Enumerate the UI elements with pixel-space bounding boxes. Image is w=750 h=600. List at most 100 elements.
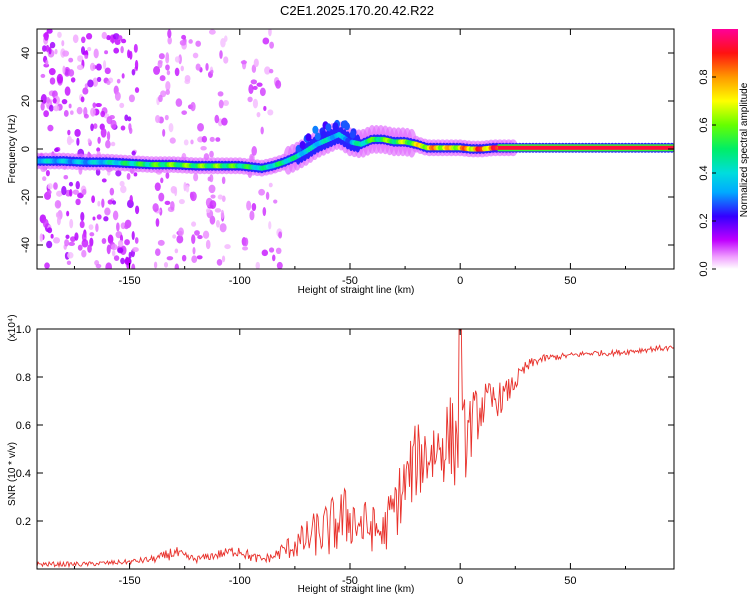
colorbar: 0.0 0.2 0.4 0.6 0.8 Normalized spectral ampl… — [698, 29, 750, 277]
spectrogram-noise-point — [192, 52, 199, 59]
spectrogram-noise-point — [224, 244, 231, 250]
spectrogram-noise-point — [54, 147, 59, 153]
spectrogram-noise-point — [155, 218, 160, 227]
spectrogram-noise-point — [159, 75, 166, 82]
spectrogram-noise-point — [49, 41, 56, 49]
snr-frame — [36, 328, 675, 570]
spectrogram-noise-point — [218, 99, 224, 109]
spectrogram-noise-point — [45, 59, 49, 66]
spectrogram-noise-point — [97, 136, 101, 144]
spectrogram-noise-point — [70, 236, 76, 243]
spectrogram-noise-point — [165, 172, 170, 179]
spectrogram-noise-point — [101, 237, 107, 245]
spectrogram-noise-point — [219, 223, 227, 233]
track-band-point — [343, 122, 350, 131]
spectrogram-noise-point — [134, 205, 140, 215]
spectrogram-noise-point — [154, 182, 161, 191]
spectrogram-noise-point — [169, 137, 176, 144]
spectrogram-noise-point — [176, 235, 184, 244]
spectrogram-noise-point — [124, 224, 129, 230]
spectrogram-noise-point — [221, 176, 226, 185]
spectrogram-noise-point — [221, 117, 228, 126]
spectrogram-noise-point — [251, 146, 257, 156]
spectrogram-noise-point — [174, 263, 179, 269]
spectrogram-noise-point — [167, 29, 172, 39]
spectrogram-noise-point — [119, 102, 125, 109]
spectrogram-noise-point — [214, 208, 222, 213]
spectrogram-noise-point — [117, 247, 124, 254]
spectrogram-noise-point — [92, 216, 96, 221]
spectrogram-noise-point — [121, 38, 127, 44]
spectrogram-noise-point — [45, 44, 50, 53]
spectrogram-noise-point — [63, 174, 69, 180]
spectrogram-noise-point — [278, 231, 283, 239]
spectrogram-noise-point — [268, 29, 272, 37]
spectrogram-noise-point — [42, 218, 49, 228]
spectrogram-noise-point — [40, 93, 47, 104]
spectrogram-noise-point — [261, 249, 269, 257]
spectrogram-noise-point — [80, 96, 85, 103]
spectrogram-noise-point — [90, 123, 94, 132]
spectrogram-noise-point — [74, 129, 81, 137]
spectrogram-noise-point — [127, 116, 132, 122]
spectrogram-noise-point — [217, 194, 223, 200]
spectrogram-noise-point — [170, 201, 175, 211]
spectrogram-noise-point — [208, 29, 216, 35]
spectrogram-noise-point — [93, 123, 98, 129]
spectrogram-noise-point — [110, 141, 116, 147]
x-tick-label: 0 — [457, 575, 463, 587]
spectrogram-noise-point — [164, 200, 171, 206]
spectrogram-noise-point — [68, 57, 74, 63]
spectrogram-noise-point — [61, 40, 65, 47]
spectrogram-noise-point — [66, 260, 72, 266]
spectrogram-noise-point — [275, 247, 282, 255]
spectrogram-noise-point — [54, 48, 58, 55]
spectrogram-noise-point — [155, 115, 161, 124]
spectrogram-noise-point — [129, 127, 133, 134]
spectrogram-noise-point — [196, 255, 203, 260]
spectrogram-noise-point — [197, 235, 203, 240]
spectrogram-noise-point — [160, 177, 164, 184]
spectrogram-noise-point — [68, 241, 75, 247]
spectrogram-noise-point — [113, 255, 120, 261]
spectrogram-noise-point — [252, 98, 259, 109]
spectrogram-noise-point — [163, 261, 169, 268]
spectrogram-noise-point — [72, 34, 79, 44]
spectrogram-noise-point — [115, 170, 122, 177]
spectrogram-noise-point — [269, 41, 274, 49]
spectrogram-noise-point — [48, 68, 56, 76]
spectrogram-noise-point — [190, 193, 195, 200]
spectrogram-noise-point — [46, 29, 53, 34]
track-band-point — [325, 123, 332, 132]
spectrogram-noise-point — [192, 246, 196, 255]
spectrogram-noise-point — [89, 62, 96, 72]
spectrogram-noise-point — [124, 114, 129, 122]
spectrogram-noise-point — [114, 91, 121, 101]
spectrogram-noise-point — [105, 139, 111, 149]
spectrogram-noise-point — [223, 56, 229, 64]
spectrogram-noise-point — [102, 60, 107, 70]
spectrogram-data — [37, 29, 674, 269]
spectrogram-noise-point — [79, 220, 85, 229]
spectrogram-noise-point — [201, 135, 208, 143]
spectrogram-noise-point — [43, 110, 49, 118]
spectrogram-noise-point — [80, 46, 86, 55]
spectrogram-noise-point — [194, 230, 200, 236]
snr-y-multiplier: (x10⁴) — [7, 314, 18, 341]
spectrogram-noise-point — [67, 252, 74, 259]
spectrogram-noise-point — [88, 224, 94, 231]
spectrogram-noise-point — [262, 37, 270, 45]
spectrogram-noise-point — [72, 189, 80, 195]
spectrogram-noise-point — [181, 110, 188, 115]
spectrogram-noise-point — [77, 192, 84, 199]
spectrogram-noise-point — [183, 139, 189, 146]
spectrogram-noise-point — [167, 36, 172, 45]
track-band-point — [349, 130, 356, 139]
spectrogram-noise-point — [55, 212, 60, 218]
spectrogram-noise-point — [87, 138, 91, 143]
spectrogram-noise-point — [217, 91, 224, 97]
spectrogram-noise-point — [70, 110, 74, 115]
spectrogram-noise-point — [158, 94, 163, 103]
spectrogram-noise-point — [106, 131, 111, 141]
